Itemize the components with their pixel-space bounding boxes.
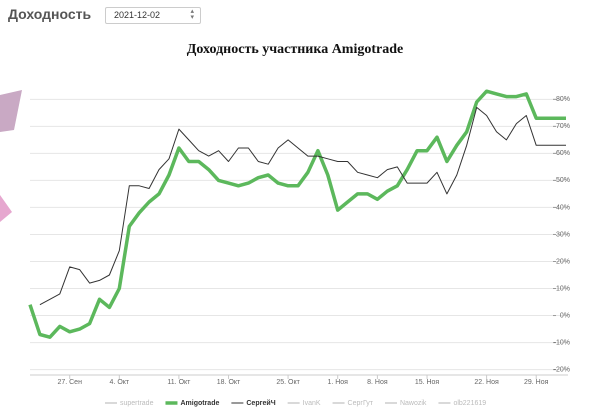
x-tick-label: 29. Ноя (524, 379, 549, 386)
legend-label[interactable]: СергГут (348, 400, 374, 407)
date-input[interactable]: 2021-12-02 ▴ ▾ (105, 7, 201, 24)
y-tick-label: 40% (556, 204, 570, 211)
y-tick-label: -20% (554, 366, 570, 373)
y-tick-label: 80% (556, 96, 570, 103)
x-tick-label: 22. Ноя (474, 379, 499, 386)
legend-label[interactable]: СергейЧ (246, 399, 275, 407)
decoration (0, 90, 22, 132)
x-tick-label: 11. Окт (167, 379, 191, 386)
decoration (0, 195, 12, 222)
legend-label[interactable]: supertrade (120, 400, 154, 407)
x-tick-label: 4. Окт (110, 379, 130, 386)
date-value: 2021-12-02 (114, 10, 161, 20)
x-tick-label: 18. Окт (217, 379, 241, 386)
y-tick-label: 0% (560, 312, 570, 319)
legend-label[interactable]: IvanK (303, 400, 321, 407)
y-tick-label: -10% (554, 339, 570, 346)
x-tick-label: 25. Окт (276, 379, 300, 386)
y-tick-label: 30% (556, 231, 570, 238)
x-tick-label: 15. Ноя (415, 379, 440, 386)
section-label: Доходность (8, 6, 92, 22)
legend-label[interactable]: olb221619 (453, 400, 486, 407)
y-tick-label: 60% (556, 150, 570, 157)
series-line (28, 89, 566, 339)
x-tick-label: 8. Ноя (367, 379, 388, 386)
y-tick-label: 50% (556, 177, 570, 184)
legend-label[interactable]: Amigotrade (180, 400, 219, 407)
x-tick-label: 27. Сен (57, 379, 82, 386)
x-tick-label: 1. Ноя (327, 379, 348, 386)
spinner[interactable]: ▴ ▾ (190, 8, 194, 21)
legend-label[interactable]: Nawozik (400, 400, 427, 407)
y-tick-label: 20% (556, 258, 570, 265)
y-tick-label: 10% (556, 285, 570, 292)
series-line (39, 106, 566, 306)
chart-title: Доходность участника Amigotrade (187, 42, 404, 57)
y-tick-label: 70% (556, 123, 570, 130)
